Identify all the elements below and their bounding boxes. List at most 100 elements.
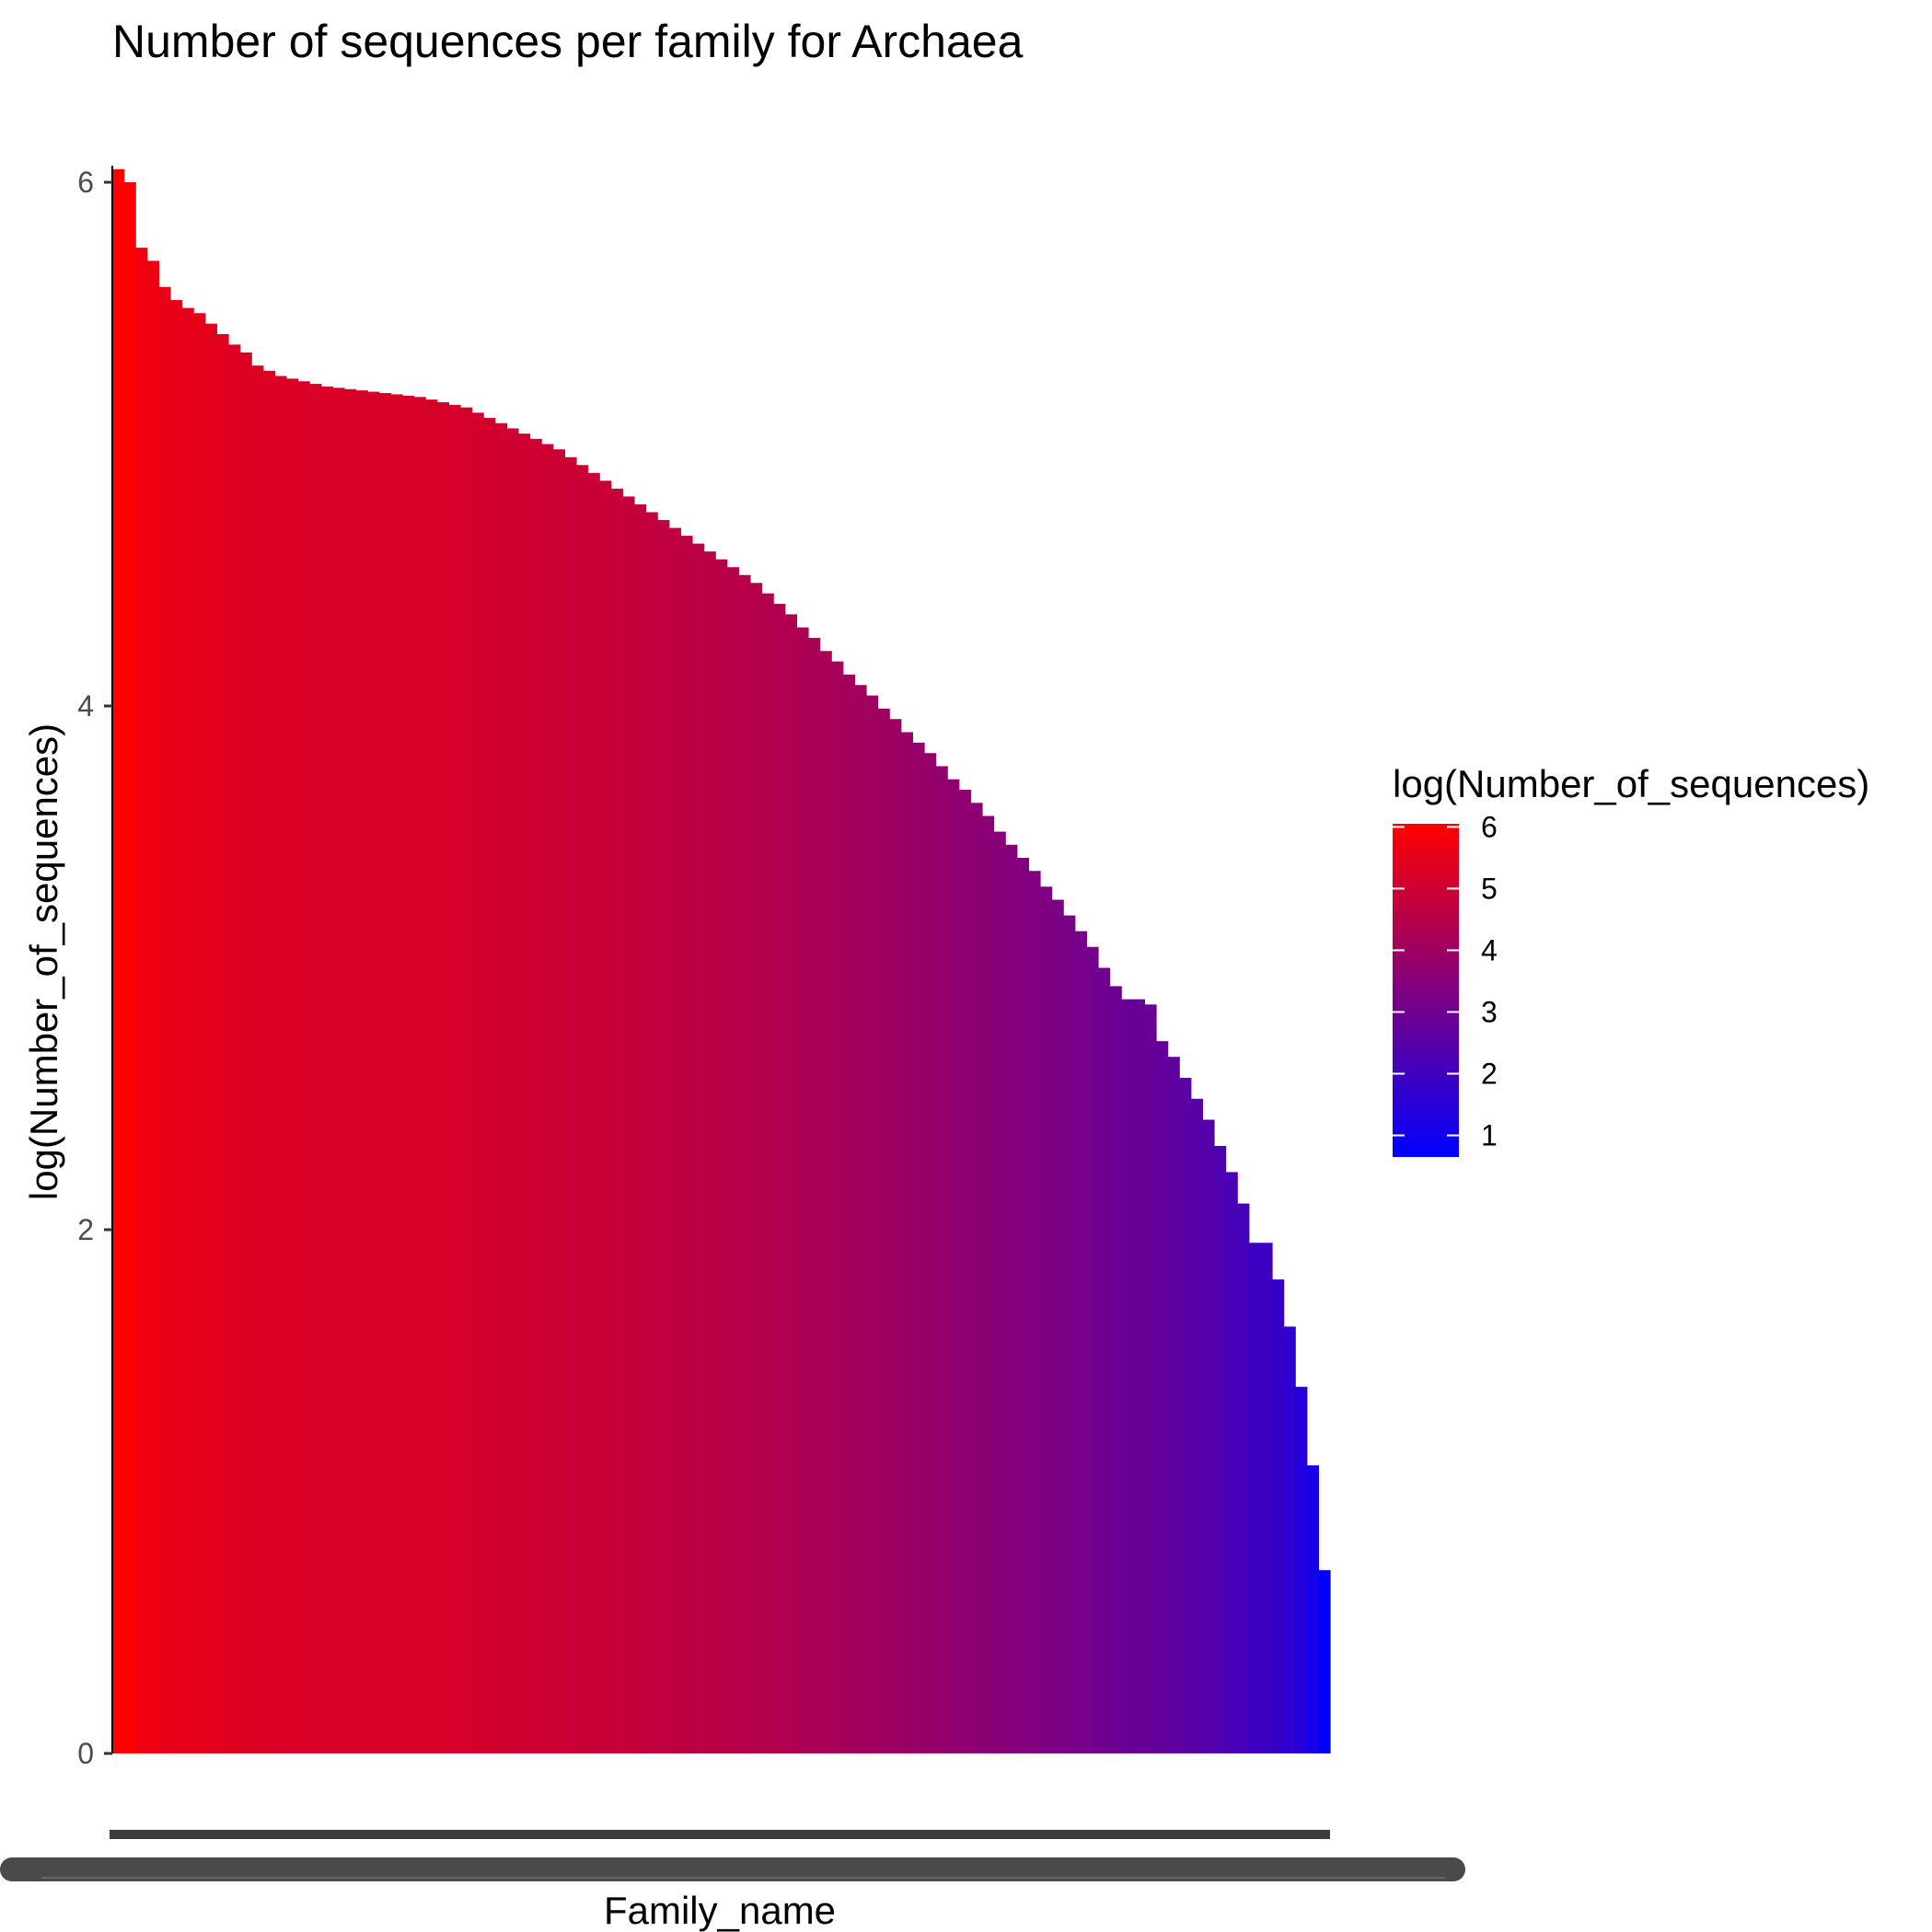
bar bbox=[610, 488, 623, 1753]
bar bbox=[1051, 899, 1064, 1753]
x-tick-marks-band bbox=[110, 1830, 1330, 1839]
bar bbox=[808, 638, 821, 1753]
bar bbox=[1040, 886, 1053, 1753]
bar bbox=[1179, 1077, 1192, 1753]
bar bbox=[274, 376, 287, 1753]
bar bbox=[483, 418, 496, 1753]
bar bbox=[982, 816, 995, 1753]
bar bbox=[251, 365, 264, 1753]
bar bbox=[784, 614, 797, 1754]
bar bbox=[436, 401, 449, 1754]
legend-tick-label: 4 bbox=[1481, 933, 1498, 966]
bar bbox=[1156, 1041, 1169, 1753]
bar bbox=[228, 344, 241, 1753]
bar bbox=[912, 742, 925, 1753]
bar bbox=[286, 378, 299, 1754]
bar bbox=[506, 428, 519, 1754]
bar bbox=[1306, 1465, 1319, 1753]
bar bbox=[935, 766, 948, 1754]
legend-colorbar bbox=[1393, 824, 1459, 1157]
x-axis-label: Family_name bbox=[604, 1889, 836, 1932]
bar bbox=[135, 248, 148, 1754]
bar bbox=[947, 779, 960, 1754]
bar bbox=[552, 449, 565, 1754]
bar bbox=[958, 790, 971, 1753]
bar bbox=[1260, 1243, 1273, 1753]
bar bbox=[1272, 1279, 1285, 1753]
y-axis-label: log(Number_of_sequences) bbox=[22, 723, 65, 1200]
bar bbox=[402, 395, 415, 1753]
bar bbox=[170, 300, 183, 1753]
legend-title: log(Number_of_sequences) bbox=[1393, 762, 1869, 805]
bar bbox=[1167, 1057, 1180, 1753]
bar bbox=[796, 627, 809, 1753]
bar bbox=[1098, 967, 1111, 1753]
bar bbox=[518, 434, 531, 1753]
bar bbox=[877, 708, 890, 1753]
bar bbox=[622, 496, 635, 1753]
bar bbox=[645, 512, 658, 1753]
bar bbox=[680, 536, 693, 1753]
bar bbox=[993, 831, 1006, 1753]
legend-tick-label: 6 bbox=[1481, 810, 1498, 843]
bar bbox=[634, 503, 647, 1754]
bar bbox=[1028, 871, 1041, 1753]
bar bbox=[761, 593, 774, 1754]
bar bbox=[378, 393, 391, 1753]
bar bbox=[1005, 844, 1018, 1753]
y-tick-label: 2 bbox=[77, 1213, 94, 1246]
legend-ticks: 1 2 3 4 5 6 bbox=[1393, 810, 1498, 1152]
bar bbox=[297, 381, 310, 1754]
bar bbox=[471, 412, 484, 1753]
bar bbox=[425, 399, 438, 1753]
bar bbox=[1318, 1569, 1331, 1753]
bar bbox=[1063, 915, 1076, 1753]
bar bbox=[355, 390, 368, 1754]
y-tick-label: 0 bbox=[77, 1737, 94, 1770]
bar bbox=[216, 334, 229, 1753]
bar bbox=[715, 559, 728, 1754]
bar bbox=[970, 803, 983, 1753]
bar bbox=[924, 753, 937, 1754]
bar bbox=[529, 438, 542, 1753]
bar bbox=[773, 604, 786, 1753]
bar bbox=[448, 404, 461, 1753]
bar bbox=[819, 651, 832, 1753]
bar bbox=[703, 551, 716, 1753]
bar bbox=[320, 386, 333, 1753]
bar bbox=[309, 384, 322, 1753]
bar bbox=[332, 388, 345, 1754]
legend-tick-label: 2 bbox=[1481, 1058, 1498, 1091]
y-tick-label: 6 bbox=[77, 166, 94, 199]
bar bbox=[599, 480, 612, 1753]
chart-title: Number of sequences per family for Archa… bbox=[112, 16, 1024, 67]
bar bbox=[889, 719, 902, 1753]
bar bbox=[1214, 1145, 1227, 1753]
bar bbox=[1144, 1004, 1157, 1753]
bar bbox=[842, 674, 855, 1753]
bar bbox=[158, 286, 171, 1753]
bar bbox=[390, 394, 403, 1754]
bar bbox=[831, 661, 844, 1753]
bar bbox=[239, 352, 252, 1754]
bar bbox=[413, 397, 426, 1753]
bar bbox=[1225, 1172, 1238, 1753]
bar bbox=[1283, 1326, 1296, 1753]
bar bbox=[1237, 1203, 1250, 1753]
bar bbox=[1074, 931, 1087, 1753]
bar bbox=[900, 732, 913, 1754]
bar bbox=[1248, 1243, 1261, 1753]
bar bbox=[123, 182, 136, 1753]
legend-tick-label: 3 bbox=[1481, 995, 1498, 1028]
bar bbox=[726, 567, 739, 1754]
bar bbox=[146, 260, 159, 1754]
bar bbox=[204, 323, 217, 1753]
bar bbox=[193, 313, 206, 1753]
bar bbox=[576, 465, 589, 1753]
bar bbox=[181, 307, 194, 1753]
legend-tick-label: 1 bbox=[1481, 1119, 1498, 1152]
bar bbox=[1109, 986, 1122, 1753]
bar bbox=[460, 407, 473, 1753]
bar bbox=[1132, 999, 1145, 1753]
